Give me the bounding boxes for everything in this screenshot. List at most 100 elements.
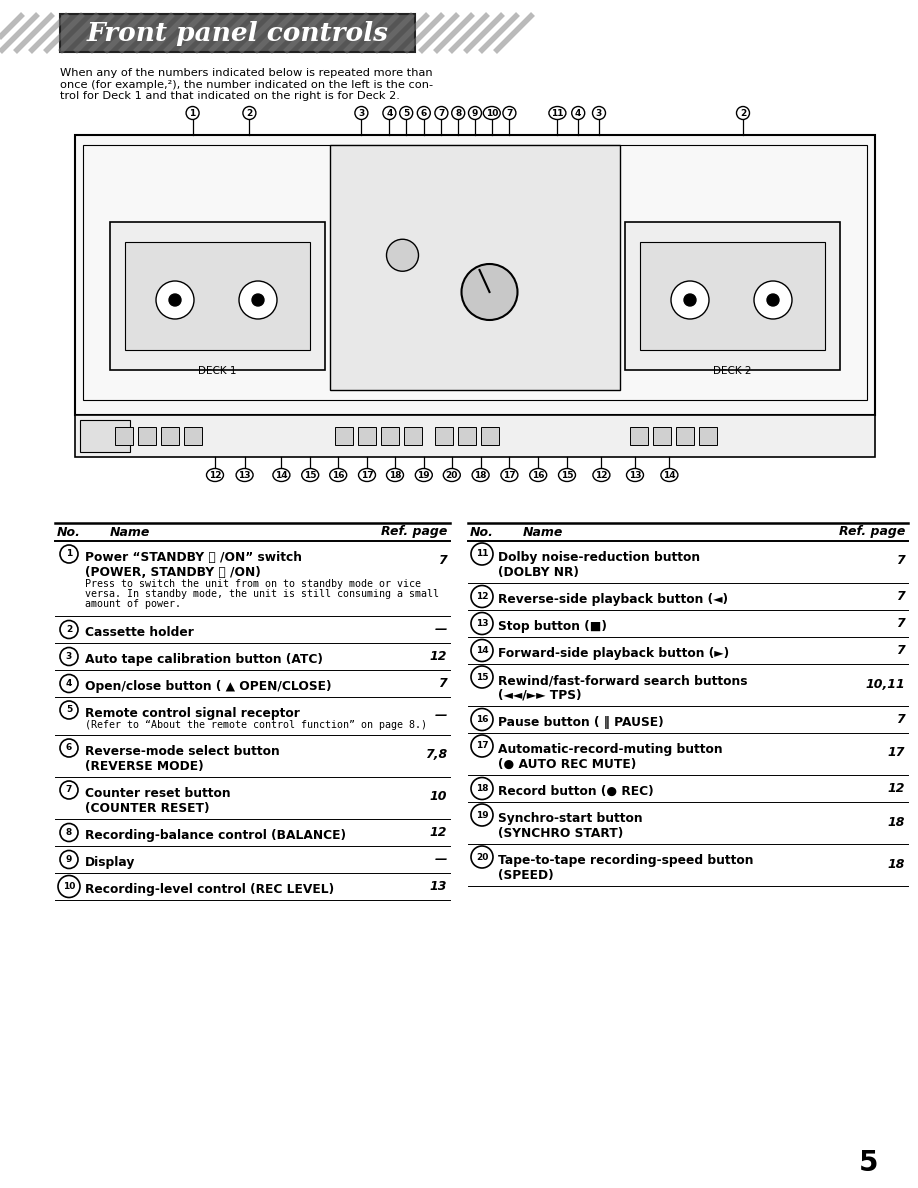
- Text: 16: 16: [532, 470, 544, 480]
- Text: 12: 12: [430, 650, 447, 663]
- Text: (POWER, STANDBY ⏻ /ON): (POWER, STANDBY ⏻ /ON): [85, 565, 261, 579]
- Text: 9: 9: [472, 108, 478, 118]
- Text: Name: Name: [110, 525, 151, 538]
- Text: DECK 1: DECK 1: [198, 366, 237, 375]
- Text: (● AUTO REC MUTE): (● AUTO REC MUTE): [498, 758, 636, 771]
- Text: Ref. page: Ref. page: [381, 525, 447, 538]
- Bar: [80, 421, 130, 451]
- Text: 17: 17: [888, 746, 905, 759]
- Circle shape: [60, 851, 78, 868]
- Text: Automatic-record-muting button: Automatic-record-muting button: [498, 742, 722, 756]
- Text: —: —: [434, 709, 447, 722]
- Bar: [330, 145, 620, 390]
- Text: 13: 13: [629, 470, 642, 480]
- Text: 17: 17: [361, 470, 374, 480]
- Text: 2: 2: [66, 625, 73, 634]
- Text: 7: 7: [896, 555, 905, 568]
- Bar: [653, 426, 671, 446]
- Text: 2: 2: [740, 108, 746, 118]
- Text: 10,11: 10,11: [866, 677, 905, 690]
- Text: 14: 14: [663, 470, 676, 480]
- Ellipse shape: [239, 282, 277, 320]
- Circle shape: [169, 293, 181, 307]
- Ellipse shape: [593, 468, 610, 481]
- Text: Dolby noise-reduction button: Dolby noise-reduction button: [498, 551, 700, 564]
- Text: Auto tape calibration button (ATC): Auto tape calibration button (ATC): [85, 653, 323, 666]
- Text: 16: 16: [332, 470, 344, 480]
- Text: 7: 7: [896, 644, 905, 657]
- Text: (REVERSE MODE): (REVERSE MODE): [85, 760, 204, 773]
- Ellipse shape: [549, 107, 565, 120]
- Text: 2: 2: [246, 108, 252, 118]
- Text: 9: 9: [66, 855, 73, 864]
- Bar: [138, 426, 156, 446]
- Text: No.: No.: [57, 525, 81, 538]
- Text: Forward-side playback button (►): Forward-side playback button (►): [498, 647, 729, 661]
- Bar: [699, 426, 717, 446]
- Circle shape: [471, 777, 493, 800]
- Bar: [184, 426, 202, 446]
- Text: 19: 19: [418, 470, 431, 480]
- Circle shape: [471, 613, 493, 634]
- Text: 7: 7: [438, 677, 447, 690]
- Text: (DOLBY NR): (DOLBY NR): [498, 565, 579, 579]
- Text: Cassette holder: Cassette holder: [85, 626, 194, 639]
- Text: (SPEED): (SPEED): [498, 868, 554, 881]
- Text: 10: 10: [486, 108, 498, 118]
- Ellipse shape: [736, 107, 749, 120]
- Text: 15: 15: [561, 470, 573, 480]
- Bar: [125, 242, 310, 350]
- Circle shape: [462, 264, 518, 320]
- Text: 4: 4: [386, 108, 393, 118]
- Circle shape: [471, 586, 493, 607]
- Text: Recording-level control (REC LEVEL): Recording-level control (REC LEVEL): [85, 883, 334, 896]
- Text: 4: 4: [66, 680, 73, 688]
- Ellipse shape: [483, 107, 500, 120]
- Circle shape: [58, 876, 80, 897]
- Text: 5: 5: [403, 108, 409, 118]
- Text: 20: 20: [476, 853, 488, 861]
- Text: 18: 18: [476, 784, 488, 794]
- Text: 12: 12: [595, 470, 608, 480]
- Bar: [481, 426, 499, 446]
- Bar: [83, 145, 867, 400]
- Text: Front panel controls: Front panel controls: [86, 20, 388, 45]
- Text: Open/close button ( ▲ OPEN/CLOSE): Open/close button ( ▲ OPEN/CLOSE): [85, 680, 331, 693]
- Text: When any of the numbers indicated below is repeated more than
once (for example,: When any of the numbers indicated below …: [60, 68, 433, 101]
- Ellipse shape: [359, 468, 375, 481]
- Text: Recording-balance control (BALANCE): Recording-balance control (BALANCE): [85, 829, 346, 842]
- Text: 11: 11: [551, 108, 564, 118]
- Text: Tape-to-tape recording-speed button: Tape-to-tape recording-speed button: [498, 854, 754, 867]
- Bar: [75, 415, 875, 457]
- Text: Pause button ( ‖ PAUSE): Pause button ( ‖ PAUSE): [498, 716, 664, 729]
- Text: 10: 10: [430, 790, 447, 803]
- Ellipse shape: [186, 107, 199, 120]
- Text: 7: 7: [896, 713, 905, 726]
- Ellipse shape: [572, 107, 585, 120]
- Text: 6: 6: [420, 108, 427, 118]
- Circle shape: [471, 639, 493, 662]
- Text: 10: 10: [62, 881, 75, 891]
- Text: 14: 14: [275, 470, 287, 480]
- Text: 3: 3: [596, 108, 602, 118]
- Text: 6: 6: [66, 744, 73, 752]
- Ellipse shape: [273, 468, 290, 481]
- Bar: [625, 222, 840, 369]
- Circle shape: [60, 701, 78, 719]
- Text: —: —: [434, 623, 447, 636]
- Ellipse shape: [399, 107, 413, 120]
- Text: 15: 15: [476, 672, 488, 682]
- Ellipse shape: [243, 107, 256, 120]
- Text: 13: 13: [476, 619, 488, 628]
- Text: 3: 3: [358, 108, 364, 118]
- Text: (COUNTER RESET): (COUNTER RESET): [85, 802, 209, 815]
- Bar: [358, 426, 376, 446]
- Circle shape: [252, 293, 264, 307]
- Ellipse shape: [626, 468, 644, 481]
- Circle shape: [386, 239, 419, 271]
- Bar: [435, 426, 453, 446]
- Text: 12: 12: [888, 782, 905, 795]
- Bar: [381, 426, 399, 446]
- Text: Rewind/fast-forward search buttons: Rewind/fast-forward search buttons: [498, 674, 747, 687]
- Text: Record button (● REC): Record button (● REC): [498, 785, 654, 798]
